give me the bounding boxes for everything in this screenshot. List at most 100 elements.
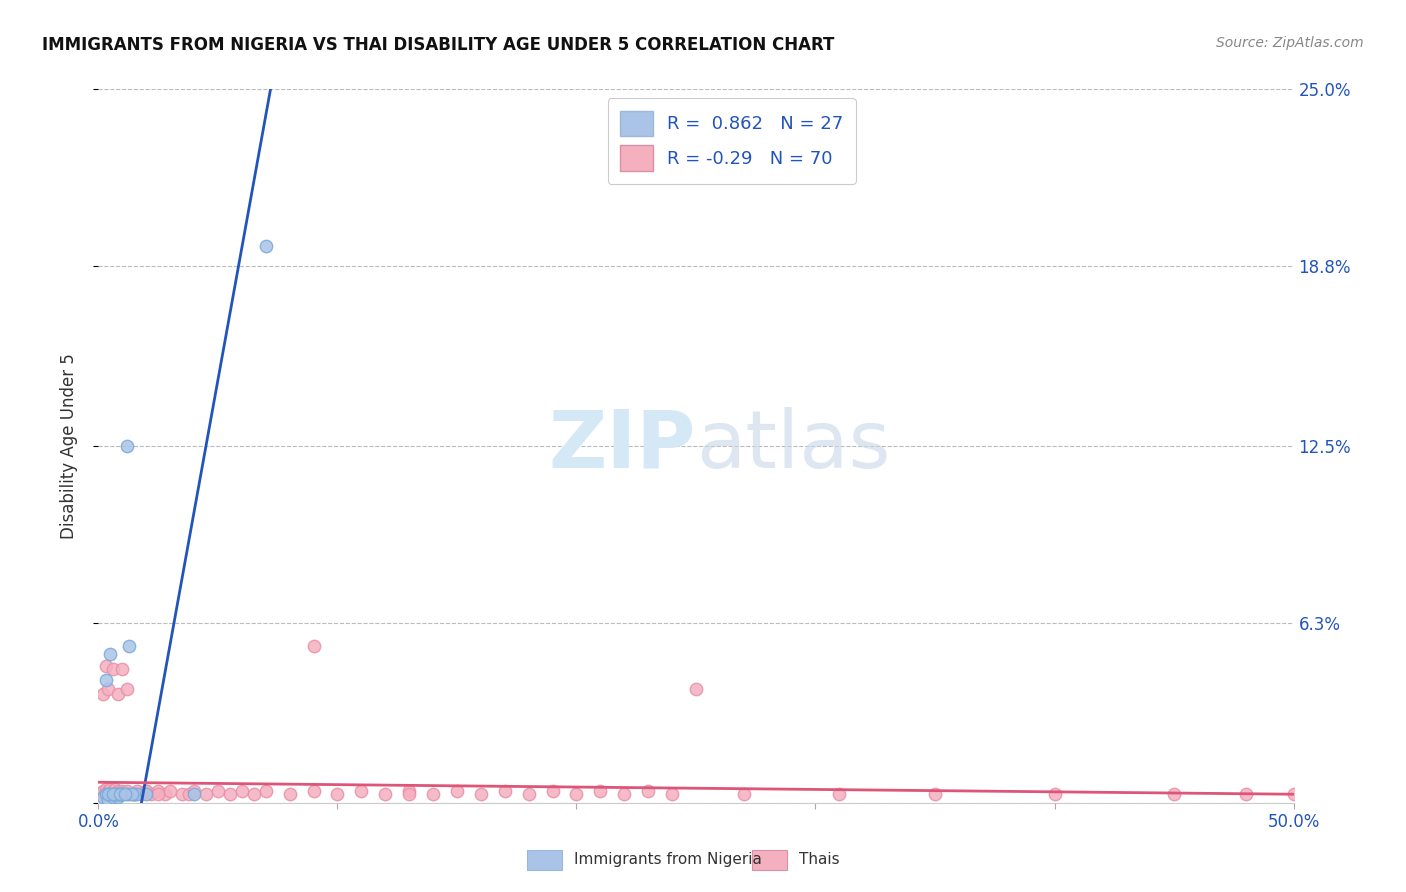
Point: [111, 787, 134, 801]
Point: [135, 784, 157, 798]
Point: [195, 787, 218, 801]
Point: [517, 787, 540, 801]
Point: [231, 784, 253, 798]
Point: [94, 673, 117, 687]
Text: atlas: atlas: [696, 407, 890, 485]
Point: [374, 787, 396, 801]
Point: [97, 784, 120, 798]
Point: [135, 787, 157, 801]
Point: [107, 787, 129, 801]
Point: [924, 787, 946, 801]
Point: [111, 784, 134, 798]
Point: [125, 784, 148, 798]
Text: Immigrants from Nigeria: Immigrants from Nigeria: [574, 853, 762, 867]
Point: [179, 787, 201, 801]
Point: [207, 784, 229, 798]
Point: [661, 787, 683, 801]
Point: [135, 784, 157, 798]
Point: [118, 787, 141, 801]
Point: [115, 787, 138, 801]
Point: [278, 787, 301, 801]
Point: [124, 787, 146, 801]
Point: [91, 687, 114, 701]
Point: [104, 781, 127, 796]
Point: [98, 781, 122, 796]
Point: [97, 787, 120, 801]
Point: [172, 787, 194, 801]
Legend: R =  0.862   N = 27, R = -0.29   N = 70: R = 0.862 N = 27, R = -0.29 N = 70: [607, 98, 856, 184]
Point: [243, 787, 266, 801]
Point: [1282, 787, 1305, 801]
Point: [302, 639, 325, 653]
Point: [90, 787, 112, 801]
Point: [326, 787, 349, 801]
Point: [733, 787, 755, 801]
Point: [398, 784, 420, 798]
Point: [115, 439, 138, 453]
Point: [98, 648, 122, 662]
Point: [1043, 787, 1066, 801]
Point: [565, 787, 588, 801]
Point: [104, 787, 127, 801]
Point: [98, 787, 122, 801]
Point: [107, 784, 129, 798]
Point: [155, 787, 177, 801]
Point: [494, 784, 516, 798]
Point: [131, 787, 153, 801]
Point: [121, 787, 143, 801]
Point: [254, 784, 277, 798]
Point: [183, 787, 205, 801]
Point: [108, 787, 131, 801]
Point: [446, 784, 468, 798]
Point: [97, 681, 120, 696]
Text: Source: ZipAtlas.com: Source: ZipAtlas.com: [1216, 36, 1364, 50]
Point: [124, 787, 146, 801]
Point: [97, 793, 120, 807]
Point: [148, 787, 170, 801]
Text: Thais: Thais: [799, 853, 839, 867]
Point: [470, 787, 492, 801]
Point: [101, 662, 124, 676]
Point: [183, 784, 205, 798]
Text: IMMIGRANTS FROM NIGERIA VS THAI DISABILITY AGE UNDER 5 CORRELATION CHART: IMMIGRANTS FROM NIGERIA VS THAI DISABILI…: [42, 36, 835, 54]
Point: [398, 787, 420, 801]
Point: [101, 787, 124, 801]
Point: [254, 239, 277, 253]
Point: [98, 787, 122, 801]
Point: [219, 787, 242, 801]
Point: [613, 787, 636, 801]
Point: [637, 784, 659, 798]
Point: [1163, 787, 1185, 801]
Point: [94, 781, 117, 796]
Point: [108, 787, 131, 801]
Point: [148, 784, 170, 798]
Point: [107, 687, 129, 701]
Point: [111, 787, 134, 801]
Point: [159, 784, 181, 798]
Point: [91, 784, 114, 798]
Point: [94, 787, 117, 801]
Point: [422, 787, 444, 801]
Point: [1234, 787, 1257, 801]
Point: [94, 658, 117, 673]
Point: [91, 790, 114, 805]
Point: [125, 787, 148, 801]
Text: ZIP: ZIP: [548, 407, 696, 485]
Point: [828, 787, 851, 801]
Point: [111, 787, 134, 801]
Point: [302, 784, 325, 798]
Point: [118, 639, 141, 653]
Point: [139, 787, 162, 801]
Point: [350, 784, 373, 798]
Point: [108, 787, 131, 801]
Point: [94, 787, 117, 801]
Point: [104, 787, 127, 801]
Point: [115, 784, 138, 798]
Point: [111, 662, 134, 676]
Point: [101, 790, 124, 805]
Point: [541, 784, 564, 798]
Point: [107, 790, 129, 805]
Point: [589, 784, 612, 798]
Point: [101, 784, 124, 798]
Y-axis label: Disability Age Under 5: Disability Age Under 5: [59, 353, 77, 539]
